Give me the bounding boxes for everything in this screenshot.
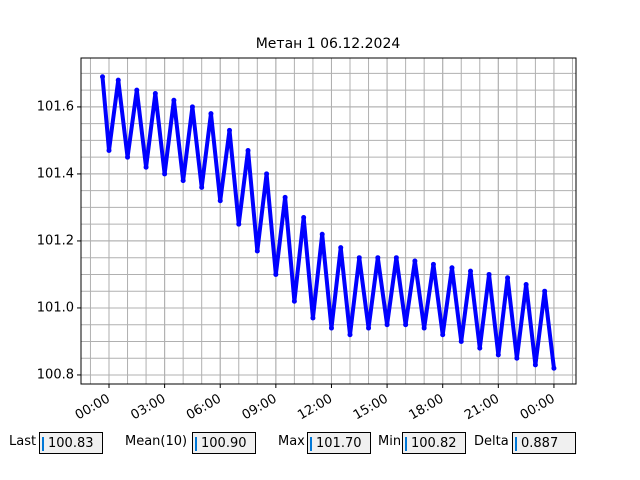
data-point (134, 87, 140, 93)
data-point (421, 325, 427, 331)
stat-field[interactable]: 100.90 (192, 432, 256, 454)
data-point (375, 255, 381, 261)
data-point (477, 345, 483, 351)
data-point (291, 298, 297, 304)
stat-field[interactable]: 0.887 (512, 432, 576, 454)
data-point (440, 332, 446, 338)
y-tick-label: 101.2 (37, 233, 74, 248)
data-point (199, 184, 205, 190)
x-tick-label: 03:00 (128, 392, 168, 420)
data-point (412, 258, 418, 264)
data-point (495, 352, 501, 358)
chart-title: Метан 1 06.12.2024 (256, 36, 401, 52)
data-point (366, 325, 372, 331)
data-point (468, 268, 474, 274)
stat-label: Delta (474, 434, 509, 449)
data-point (532, 362, 538, 368)
x-tick-label: 09:00 (240, 392, 280, 420)
y-tick-label: 101.6 (37, 99, 74, 114)
data-point (384, 322, 390, 328)
data-point (227, 127, 232, 133)
data-point (449, 265, 455, 271)
data-point (282, 194, 288, 200)
data-point (514, 355, 520, 361)
data-point (264, 171, 270, 177)
data-point (505, 275, 511, 281)
y-tick-label: 101.4 (37, 166, 74, 181)
data-point (100, 74, 106, 80)
data-point (301, 214, 307, 220)
y-tick-label: 101.0 (37, 300, 74, 315)
stat-label: Min (378, 434, 402, 449)
data-point (458, 338, 464, 344)
data-point (310, 315, 316, 321)
stat-field[interactable]: 100.82 (402, 432, 466, 454)
data-point (486, 271, 492, 277)
data-point (189, 104, 195, 110)
chart: Метан 1 06.12.2024 100.8 101.0 101.2 101.4 1… (37, 36, 577, 420)
stat-label: Max (278, 434, 305, 449)
data-point (338, 245, 344, 251)
data-point (403, 322, 409, 328)
data-point (143, 164, 149, 170)
data-point (347, 332, 353, 338)
x-tick-label: 21:00 (462, 392, 502, 420)
data-point (106, 147, 112, 153)
stat-label: Mean(10) (125, 434, 188, 449)
data-point (551, 365, 557, 371)
data-point (152, 91, 158, 97)
data-line (100, 76, 556, 369)
data-point (319, 231, 325, 237)
data-point (125, 154, 131, 160)
data-point (523, 281, 529, 287)
data-point (254, 248, 260, 254)
data-point (171, 97, 177, 103)
data-point (393, 255, 399, 261)
x-tick-label: 18:00 (407, 392, 447, 420)
x-tick-label: 12:00 (295, 392, 335, 420)
data-point (245, 147, 251, 153)
y-tick-label: 100.8 (37, 367, 74, 382)
data-point (430, 261, 436, 267)
stat-field[interactable]: 100.83 (39, 432, 103, 454)
data-point (236, 221, 242, 227)
data-point (542, 288, 548, 294)
data-point (208, 111, 214, 117)
stat-label: Last (9, 434, 37, 449)
x-tick-label: 00:00 (73, 392, 113, 420)
x-tick-label: 00:00 (518, 392, 558, 420)
data-point (328, 325, 334, 331)
data-point (217, 198, 223, 204)
data-point (115, 77, 121, 83)
x-tick-label: 06:00 (184, 392, 224, 420)
x-tick-label: 15:00 (351, 392, 391, 420)
data-point (180, 178, 186, 184)
data-point (273, 271, 279, 277)
plot-frame (80, 57, 577, 385)
data-point (162, 171, 168, 177)
data-point (356, 255, 362, 261)
stat-field[interactable]: 101.70 (307, 432, 371, 454)
